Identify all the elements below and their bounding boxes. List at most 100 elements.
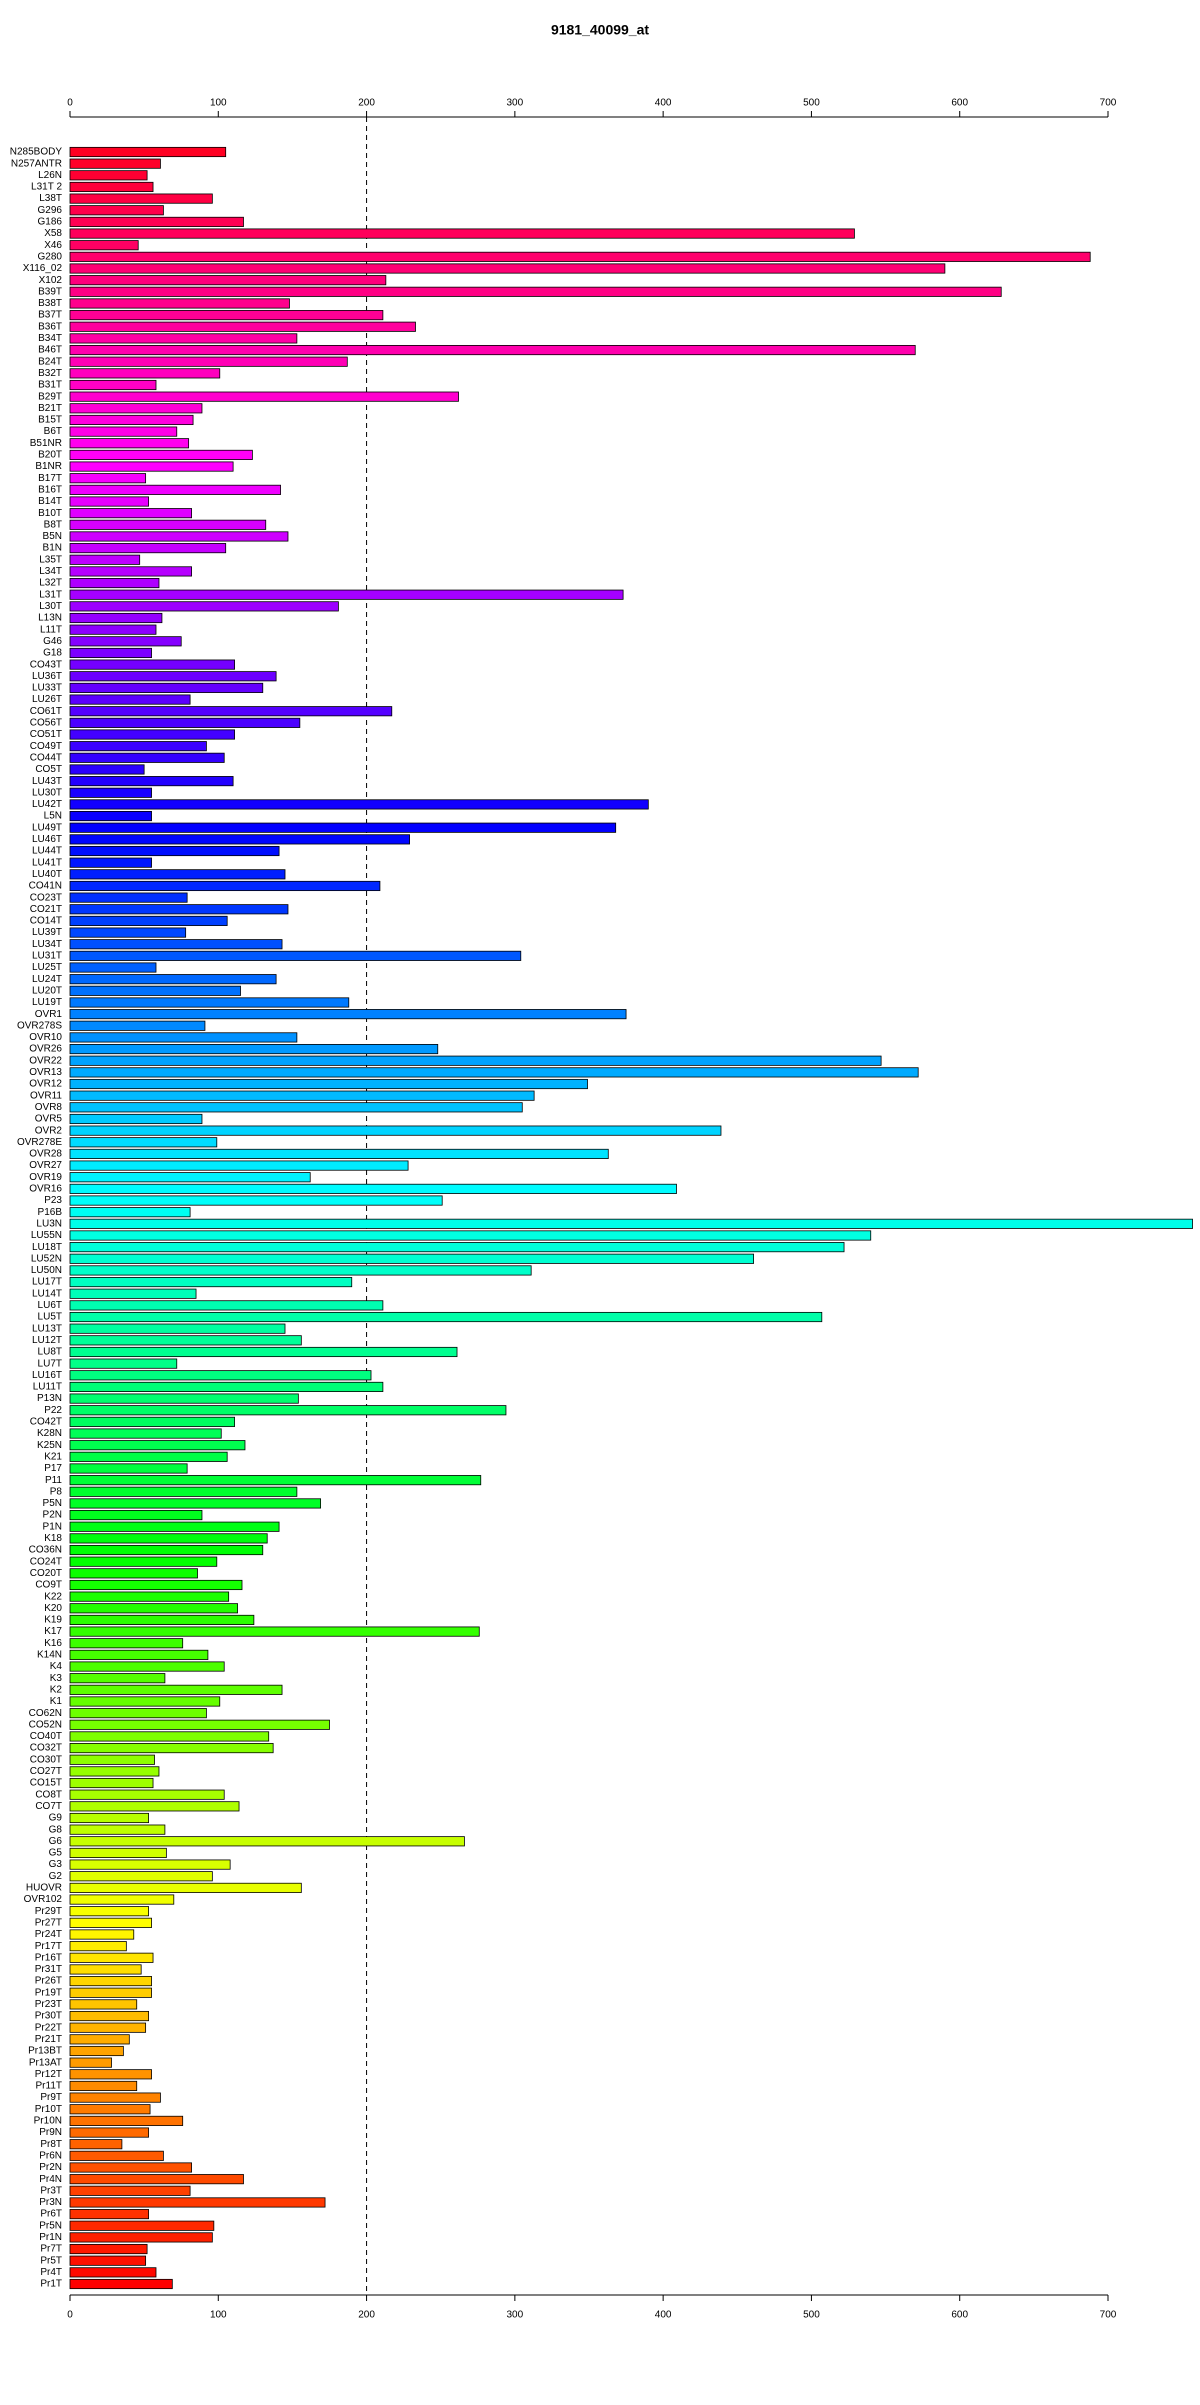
bar <box>69 1812 149 1824</box>
y-tick-label: Pr1N <box>39 2232 62 2243</box>
y-tick-label: K19 <box>44 1615 62 1626</box>
bar <box>69 1218 1193 1229</box>
y-tick-label: LU50N <box>31 1265 62 1276</box>
bar <box>69 1370 372 1381</box>
y-tick-label: G296 <box>38 205 63 216</box>
x-tick-label: 500 <box>803 98 820 109</box>
bar <box>69 1055 882 1066</box>
bar <box>69 1777 154 1789</box>
x-tick-label: 0 <box>67 98 73 109</box>
y-tick-label: LU30T <box>32 787 62 798</box>
y-tick-label: LU46T <box>32 834 62 845</box>
bar <box>69 706 393 717</box>
y-tick-label: Pr10T <box>35 2104 62 2115</box>
bar <box>69 857 152 868</box>
bar <box>69 519 267 530</box>
y-tick-label: L32T <box>39 578 62 589</box>
bar <box>69 1859 231 1870</box>
y-tick-label: X46 <box>44 240 62 251</box>
bar <box>69 2092 161 2103</box>
y-tick-label: K28N <box>37 1428 62 1439</box>
y-tick-label: CO8T <box>35 1789 62 1800</box>
y-tick-label: LU33T <box>32 683 62 694</box>
bar <box>69 682 264 693</box>
y-tick-label: Pr22T <box>35 2022 62 2033</box>
y-tick-label: X102 <box>39 275 63 286</box>
bar <box>69 2010 149 2022</box>
y-tick-label: LU14T <box>32 1288 62 1299</box>
bar <box>69 2115 184 2126</box>
bar <box>69 1801 240 1812</box>
y-tick-label: X58 <box>44 228 62 239</box>
y-tick-label: G18 <box>43 648 62 659</box>
bar <box>69 939 283 950</box>
bar <box>69 473 147 484</box>
y-tick-label: OVR12 <box>29 1079 62 1090</box>
y-tick-label: LU42T <box>32 799 62 810</box>
bar <box>69 1731 270 1742</box>
bar <box>69 1521 280 1532</box>
y-tick-label: K18 <box>44 1533 62 1544</box>
bar <box>69 1416 235 1427</box>
y-tick-label: K25N <box>37 1440 62 1451</box>
y-tick-label: L26N <box>38 170 62 181</box>
bar <box>69 671 277 682</box>
y-tick-label: G5 <box>49 1848 63 1859</box>
y-tick-label: LU3N <box>36 1218 62 1229</box>
bar <box>69 2069 152 2080</box>
bar <box>69 1032 298 1043</box>
bar <box>69 2243 148 2255</box>
bar <box>69 1428 222 1439</box>
bar <box>69 2139 123 2150</box>
bar <box>69 1044 439 1055</box>
bar <box>69 1102 523 1113</box>
bar <box>69 1626 480 1637</box>
bar <box>69 1288 197 1299</box>
bar <box>69 1754 155 1765</box>
y-tick-label: OVR26 <box>29 1044 62 1055</box>
y-tick-label: B29T <box>38 391 62 402</box>
bar <box>69 1684 283 1695</box>
y-tick-label: B38T <box>38 298 62 309</box>
bar <box>69 1556 218 1567</box>
y-tick-label: B20T <box>38 450 62 461</box>
bar <box>69 741 207 752</box>
bar <box>69 2197 326 2208</box>
bar <box>69 845 280 857</box>
bar <box>69 985 241 996</box>
y-tick-label: LU13T <box>32 1323 62 1334</box>
bar <box>69 228 855 239</box>
y-tick-label: Pr19T <box>35 1987 62 1998</box>
x-tick-label: 700 <box>1100 2310 1117 2321</box>
x-tick-label: 600 <box>951 2310 968 2321</box>
bar <box>69 368 221 379</box>
y-tick-label: P17 <box>44 1463 62 1474</box>
bar <box>69 1475 482 1486</box>
y-tick-label: B31T <box>38 380 62 391</box>
bar <box>69 1311 823 1323</box>
y-tick-label: CO21T <box>30 904 62 915</box>
bar <box>69 1486 298 1497</box>
y-tick-label: X116_02 <box>23 263 63 274</box>
y-tick-label: Pr30T <box>35 2011 62 2022</box>
y-tick-label: HUOVR <box>26 1883 62 1894</box>
bar <box>69 484 281 495</box>
bar <box>69 391 459 402</box>
bar <box>69 1358 178 1369</box>
bar <box>69 1673 166 1684</box>
bar <box>69 1999 138 2010</box>
bar <box>69 2220 215 2231</box>
bar <box>69 1847 167 1859</box>
y-tick-label: LU19T <box>32 997 62 1008</box>
y-tick-label: LU7T <box>38 1358 62 1369</box>
bar <box>69 1579 243 1591</box>
bar <box>69 1952 154 1963</box>
x-tick-label: 400 <box>655 98 672 109</box>
bar <box>69 1603 238 1614</box>
y-tick-label: LU16T <box>32 1370 62 1381</box>
bar <box>69 1766 160 1777</box>
y-tick-label: LU43T <box>32 776 62 787</box>
y-tick-label: B10T <box>38 508 62 519</box>
bar <box>69 1393 299 1404</box>
bar <box>69 1836 465 1847</box>
